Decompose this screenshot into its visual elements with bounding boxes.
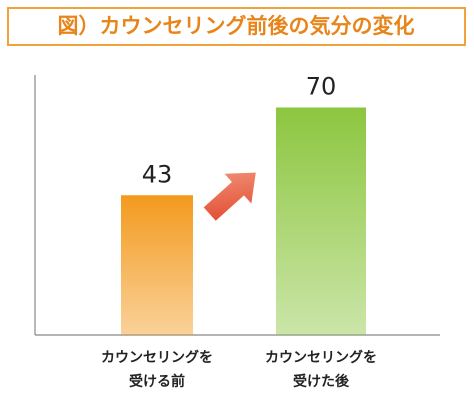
data-label: 70 (306, 73, 337, 101)
x-tick-label: カウンセリングを (265, 349, 377, 366)
chart-title: 図）カウンセリング前後の気分の変化 (58, 14, 415, 38)
bar (121, 195, 193, 335)
x-tick-label: 受ける前 (129, 373, 185, 390)
title-box (7, 7, 466, 46)
bar (276, 107, 366, 335)
x-tick-label: 受けた後 (293, 373, 350, 390)
arrow (203, 172, 256, 221)
data-label: 43 (142, 160, 173, 188)
x-tick-label: カウンセリングを (101, 349, 213, 366)
